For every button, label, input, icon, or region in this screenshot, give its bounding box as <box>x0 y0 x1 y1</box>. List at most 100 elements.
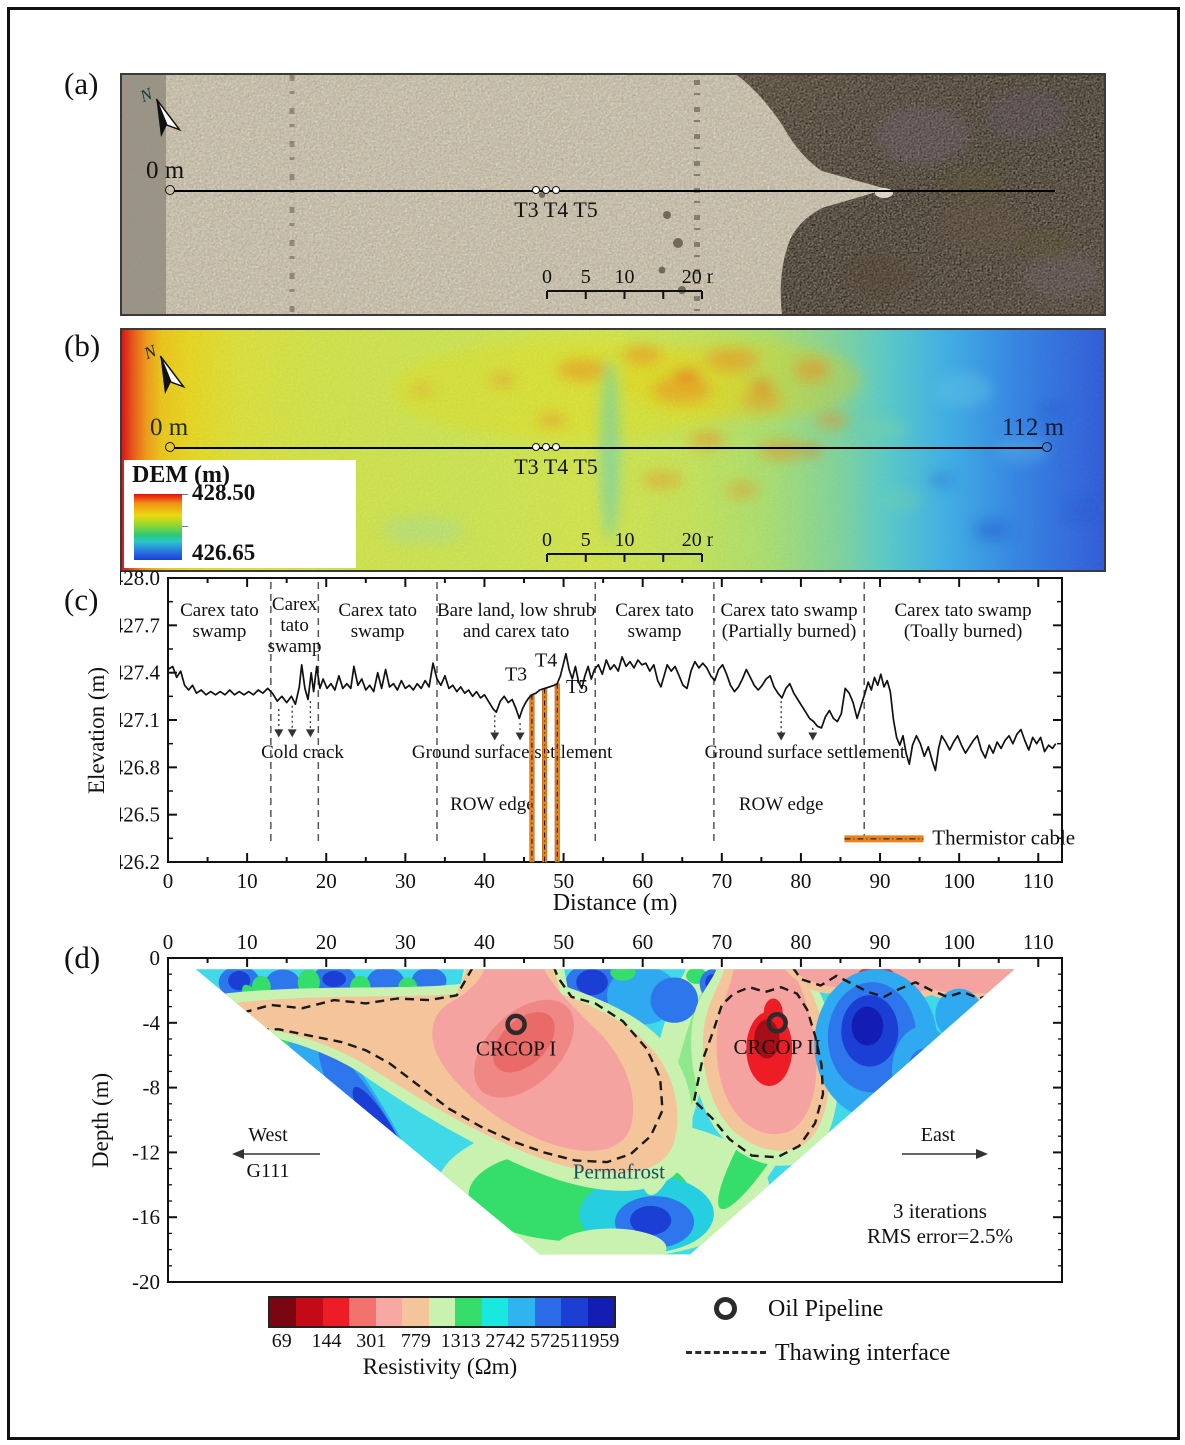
scalebar-label: 5 <box>581 267 591 288</box>
colorbar-tick-label: 11959 <box>570 1330 620 1352</box>
colorbar-swatch <box>561 1298 588 1326</box>
dem-legend-max: 428.50 <box>192 480 256 505</box>
annotation-arrowhead <box>274 729 284 738</box>
dem-legend-title: DEM (m) <box>132 462 230 488</box>
annotation-label: Ground surface settlement <box>412 742 613 763</box>
east-label: East <box>921 1124 956 1146</box>
colorbar-swatch <box>428 1298 456 1326</box>
colorbar-swatch <box>270 1298 297 1326</box>
x-tick-label: 80 <box>790 869 811 893</box>
colorbar-swatch <box>455 1298 482 1326</box>
scalebar-label: 10 <box>615 530 635 551</box>
annotation-arrowhead <box>287 729 297 738</box>
west-label: West <box>248 1124 288 1146</box>
colorbar-tick-label: 2742 <box>485 1330 526 1352</box>
top-tick-label: 80 <box>790 930 811 954</box>
thermistor-marker-t3 <box>532 443 540 451</box>
line-start-label: 0 m <box>146 157 185 184</box>
colorbar-swatch <box>375 1298 403 1326</box>
oil-pipeline-marker <box>766 1012 788 1034</box>
colorbar-swatch <box>481 1298 509 1326</box>
x-tick-label: 40 <box>474 869 495 893</box>
scalebar-label: 20 m <box>682 530 713 551</box>
depth-tick-label: -4 <box>143 1011 161 1035</box>
top-tick-label: 20 <box>316 930 337 954</box>
elevation-axis-title: Elevation (m) <box>84 666 109 794</box>
y-tick-label: 426.2 <box>120 850 160 874</box>
west-arrowhead <box>232 1149 244 1159</box>
zone-label: Carex tato <box>615 600 694 621</box>
thawing-interface-lines <box>234 969 1012 1164</box>
colorbar-tick-label: 144 <box>311 1330 342 1352</box>
zone-label: swamp <box>193 621 247 642</box>
road-label: G111 <box>247 1160 290 1182</box>
dem-color-ramp <box>134 494 182 560</box>
colorbar-swatch <box>296 1298 323 1326</box>
colorbar-tick-label: 301 <box>356 1330 387 1352</box>
permafrost-label: Permafrost <box>573 1159 665 1183</box>
zone-label: Carex tato <box>338 600 417 621</box>
survey-line <box>174 190 1055 192</box>
annotation-label: ROW edge <box>450 794 535 815</box>
zone-label: swamp <box>628 621 682 642</box>
pipeline-label: CRCOP II <box>734 1035 821 1059</box>
top-tick-label: 100 <box>943 930 975 954</box>
survey-line <box>174 447 1042 449</box>
annotation-label: ROW edge <box>739 794 824 815</box>
top-tick-label: 110 <box>1023 930 1054 954</box>
colorbar-swatch <box>322 1298 350 1326</box>
ert-axes: 0 10 20 30 40 50 60 70 80 90 100 110 0 -4 -8 -12 -16 -20 C… <box>132 930 1063 1294</box>
annotation-label: Ground surface settlement <box>705 742 906 763</box>
x-tick-label: 110 <box>1023 869 1054 893</box>
north-letter: N <box>140 84 157 107</box>
top-tick-label: 30 <box>395 930 416 954</box>
panel-b-label: (b) <box>64 328 101 363</box>
figure-border <box>7 7 1180 1440</box>
top-tick-label: 10 <box>237 930 258 954</box>
thermistor-marker-t4 <box>542 443 550 451</box>
scale-bar: 0 5 10 20 m <box>542 267 713 299</box>
x-tick-label: 10 <box>237 869 258 893</box>
panel-a-label: (a) <box>64 66 99 101</box>
oil-pipeline-legend-label: Oil Pipeline <box>768 1296 884 1322</box>
x-tick-label: 50 <box>553 869 574 893</box>
thermistor-markers-label: T3 T4 T5 <box>514 197 598 222</box>
annotation-arrowhead <box>776 732 786 741</box>
colorbar-swatch <box>402 1298 429 1326</box>
depth-tick-label: -20 <box>132 1270 160 1294</box>
north-arrow-icon: N <box>140 84 182 138</box>
thermistor-legend-label: Thermistor cable <box>932 826 1075 850</box>
zone-label: (Toally burned) <box>904 621 1022 642</box>
annotation-arrowhead <box>515 732 525 741</box>
line-end-label: 112 m <box>1001 414 1065 441</box>
top-tick-label: 70 <box>711 930 732 954</box>
thermistor-label-t3: T3 <box>505 664 527 686</box>
elevation-profile-chart: 0 10 20 30 40 50 60 70 80 90 100 110 428.0 427.7 427.4… <box>120 570 1075 893</box>
y-tick-label: 427.4 <box>120 661 161 685</box>
x-tick-label: 0 <box>163 869 174 893</box>
pipeline-label: CRCOP I <box>476 1036 556 1060</box>
annotation-arrowhead <box>305 729 315 738</box>
top-tick-label: 0 <box>163 930 174 954</box>
top-tick-label: 60 <box>632 930 653 954</box>
line-start-label: 0 m <box>150 414 189 441</box>
y-tick-label: 426.5 <box>120 803 160 827</box>
thermistor-marker-t5 <box>552 443 560 451</box>
north-letter: N <box>144 341 161 364</box>
dem-legend: DEM (m) 428.50 426.65 <box>124 460 356 568</box>
thermistor-label-t4: T4 <box>535 649 557 671</box>
thermistor-marker-t4 <box>542 186 550 194</box>
scalebar-label: 20 m <box>682 267 713 288</box>
oil-pipeline-legend-icon <box>714 1297 737 1320</box>
line-end-marker <box>1042 442 1052 452</box>
depth-tick-label: 0 <box>150 946 161 970</box>
panel-d-label: (d) <box>64 940 101 975</box>
resistivity-colorbar <box>268 1296 616 1328</box>
east-arrowhead <box>976 1149 988 1159</box>
oil-pipeline-marker <box>505 1013 527 1036</box>
depth-tick-label: -12 <box>132 1140 160 1164</box>
zone-label: swamp <box>351 621 405 642</box>
iterations-label: 3 iterations <box>893 1199 987 1223</box>
annotation-arrowhead <box>808 732 818 741</box>
rms-label: RMS error=2.5% <box>867 1224 1013 1248</box>
